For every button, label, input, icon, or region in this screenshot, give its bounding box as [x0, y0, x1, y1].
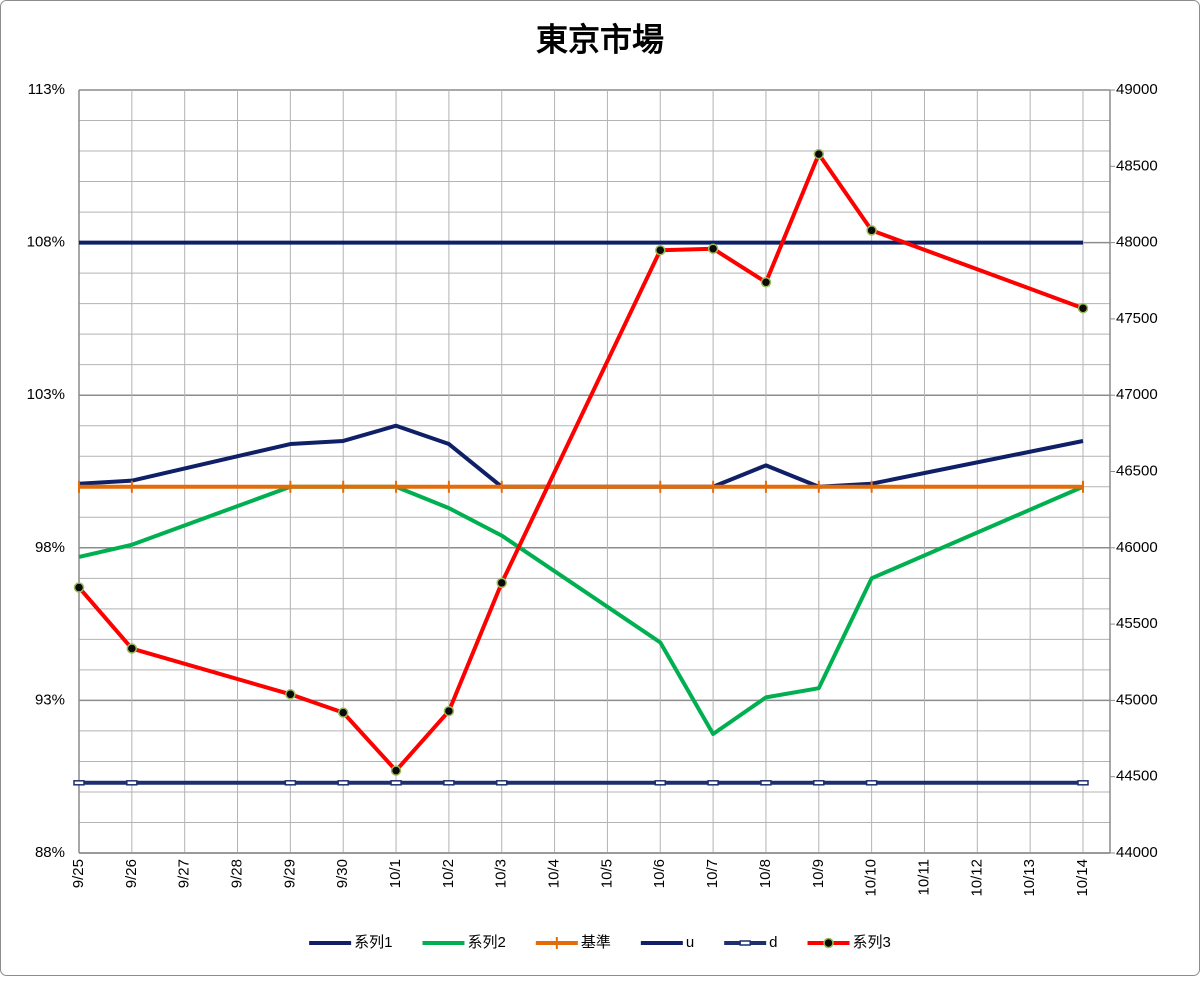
y2-tick-label: 46500: [1116, 462, 1158, 479]
legend-label: 系列2: [467, 934, 505, 951]
y2-tick-label: 47000: [1116, 386, 1158, 403]
point-marker: [495, 780, 508, 786]
y-tick-label: 103%: [27, 386, 65, 403]
y2-tick-label: 48500: [1116, 157, 1158, 174]
x-tick-label: 9/26: [123, 859, 140, 888]
y2-tick-label: 45000: [1116, 691, 1158, 708]
y-tick-label: 113%: [28, 81, 65, 98]
x-tick-label: 10/6: [651, 859, 668, 888]
point-marker: [823, 937, 834, 949]
y-tick-label: 93%: [35, 691, 65, 708]
point-marker: [739, 940, 751, 946]
y2-tick-label: 45500: [1116, 615, 1158, 632]
x-tick-label: 10/7: [704, 859, 721, 888]
x-tick-label: 10/11: [915, 859, 932, 895]
point-marker: [390, 765, 402, 776]
chart-title: 東京市場: [536, 21, 664, 57]
point-marker: [337, 707, 349, 718]
legend-item: 系列2: [422, 934, 506, 951]
x-tick-label: 10/2: [440, 859, 457, 888]
point-marker: [865, 780, 878, 786]
point-marker: [337, 780, 349, 786]
x-tick-label: 10/12: [968, 859, 985, 897]
point-marker: [390, 780, 402, 786]
point-marker: [813, 780, 825, 786]
x-tick-label: 9/25: [70, 859, 87, 888]
y-tick-label: 108%: [27, 234, 65, 251]
x-tick-label: 9/27: [176, 859, 193, 888]
y2-tick-label: 47500: [1116, 310, 1158, 327]
point-marker: [866, 225, 877, 236]
point-marker: [73, 780, 85, 786]
point-marker: [1077, 780, 1089, 786]
x-tick-label: 10/9: [810, 859, 827, 888]
point-marker: [654, 780, 667, 786]
x-tick-label: 10/13: [1021, 859, 1038, 897]
y2-tick-label: 49000: [1116, 81, 1158, 98]
legend-label: d: [769, 934, 777, 951]
legend-label: 基準: [581, 934, 611, 951]
legend-label: u: [686, 934, 694, 951]
point-marker: [760, 780, 772, 786]
legend-item: u: [640, 934, 694, 951]
x-tick-label: 10/3: [493, 859, 510, 888]
legend: 系列1 系列2 基準 u d 系列3: [309, 934, 891, 951]
point-marker: [707, 780, 719, 786]
point-marker: [443, 780, 455, 786]
point-marker: [760, 277, 772, 288]
x-tick-label: 10/5: [598, 859, 615, 888]
legend-label: 系列1: [354, 934, 392, 951]
x-tick-label: 10/8: [757, 859, 774, 888]
legend-item: 系列3: [807, 934, 891, 951]
y2-tick-label: 44500: [1116, 768, 1158, 785]
legend-item: d: [724, 934, 778, 951]
point-marker: [707, 243, 719, 254]
point-marker: [496, 577, 507, 589]
x-tick-label: 10/10: [863, 859, 880, 897]
y2-tick-label: 48000: [1116, 234, 1158, 251]
x-tick-label: 9/29: [281, 859, 298, 888]
point-marker: [1077, 302, 1089, 314]
point-marker: [73, 582, 85, 593]
x-tick-label: 10/14: [1074, 859, 1091, 897]
x-tick-label: 9/28: [228, 859, 245, 888]
point-marker: [126, 780, 138, 786]
legend-item: 系列1: [309, 934, 392, 951]
x-tick-label: 10/1: [387, 859, 404, 888]
y-tick-label: 88%: [35, 844, 65, 861]
point-marker: [285, 689, 296, 700]
y-tick-label: 98%: [35, 539, 65, 556]
point-marker: [284, 780, 297, 786]
legend-item: 基準: [535, 934, 611, 951]
point-marker: [655, 244, 666, 256]
point-marker: [126, 643, 138, 654]
x-tick-label: 10/4: [546, 859, 563, 888]
point-marker: [813, 148, 825, 160]
point-marker: [443, 705, 455, 717]
legend-label: 系列3: [853, 934, 891, 951]
y2-tick-label: 46000: [1116, 539, 1158, 556]
x-tick-label: 9/30: [334, 859, 351, 888]
y2-tick-label: 44000: [1116, 844, 1158, 861]
